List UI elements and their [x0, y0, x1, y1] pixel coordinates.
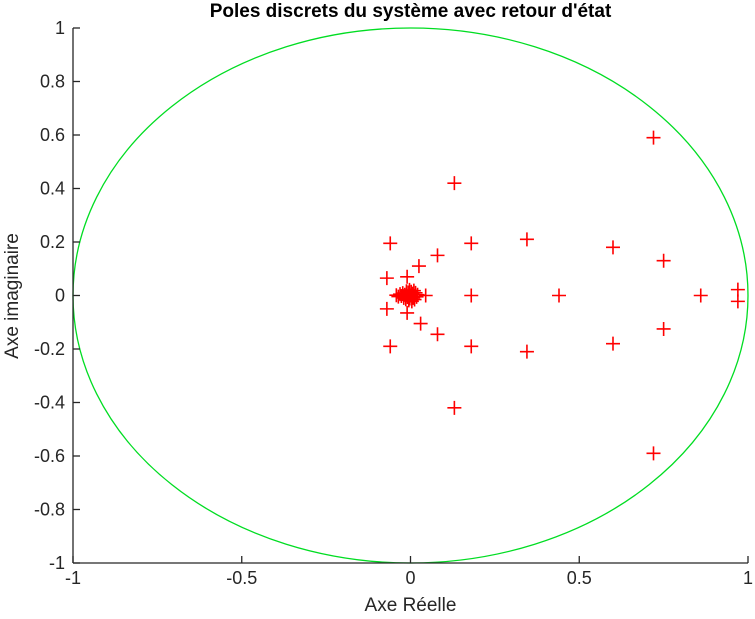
pole-marker: [693, 288, 708, 303]
pole-marker: [383, 236, 398, 251]
pole-marker: [409, 289, 424, 304]
pole-marker: [519, 232, 534, 247]
pole-marker: [400, 269, 415, 284]
x-tick-label: -1: [65, 568, 81, 588]
pole-marker: [656, 253, 671, 268]
pole-marker: [411, 259, 426, 274]
pole-marker: [447, 176, 462, 191]
pole-marker: [730, 294, 745, 309]
pole-marker: [519, 344, 534, 359]
y-tick-label: -0.8: [34, 500, 65, 520]
pole-marker: [464, 236, 479, 251]
pole-marker: [418, 288, 433, 303]
pole-marker: [379, 271, 394, 286]
x-tick-label: 0: [405, 568, 415, 588]
pole-marker: [606, 240, 620, 255]
pole-marker: [646, 130, 661, 145]
y-tick-label: 0.4: [40, 179, 65, 199]
y-tick-label: -0.2: [34, 339, 65, 359]
y-tick-label: 0: [55, 286, 65, 306]
pole-marker: [464, 288, 479, 303]
y-tick-label: 0.6: [40, 125, 65, 145]
x-tick-label: 0.5: [567, 568, 592, 588]
pole-marker: [656, 321, 671, 336]
pole-marker: [464, 339, 479, 354]
pole-marker: [413, 316, 428, 331]
x-axis-label: Axe Réelle: [364, 595, 457, 616]
pole-marker: [410, 287, 425, 302]
y-tick-label: 1: [55, 18, 65, 38]
pole-marker: [730, 282, 745, 297]
x-tick-label: 1: [743, 568, 753, 588]
pole-marker: [606, 336, 620, 351]
y-tick-label: 0.2: [40, 232, 65, 252]
x-tick-label: -0.5: [226, 568, 257, 588]
pole-marker: [430, 248, 445, 263]
pole-marker: [552, 288, 566, 303]
pole-marker: [447, 400, 462, 415]
y-tick-label: 0.8: [40, 72, 65, 92]
y-tick-label: -1: [49, 553, 65, 573]
pole-marker: [383, 339, 398, 354]
pole-marker: [379, 301, 394, 316]
y-tick-label: -0.6: [34, 446, 65, 466]
pole-marker: [646, 446, 661, 461]
chart-title: Poles discrets du système avec retour d'…: [209, 1, 612, 22]
pole-marker: [430, 327, 445, 342]
pole-marker: [400, 305, 415, 320]
y-tick-label: -0.4: [34, 393, 65, 413]
